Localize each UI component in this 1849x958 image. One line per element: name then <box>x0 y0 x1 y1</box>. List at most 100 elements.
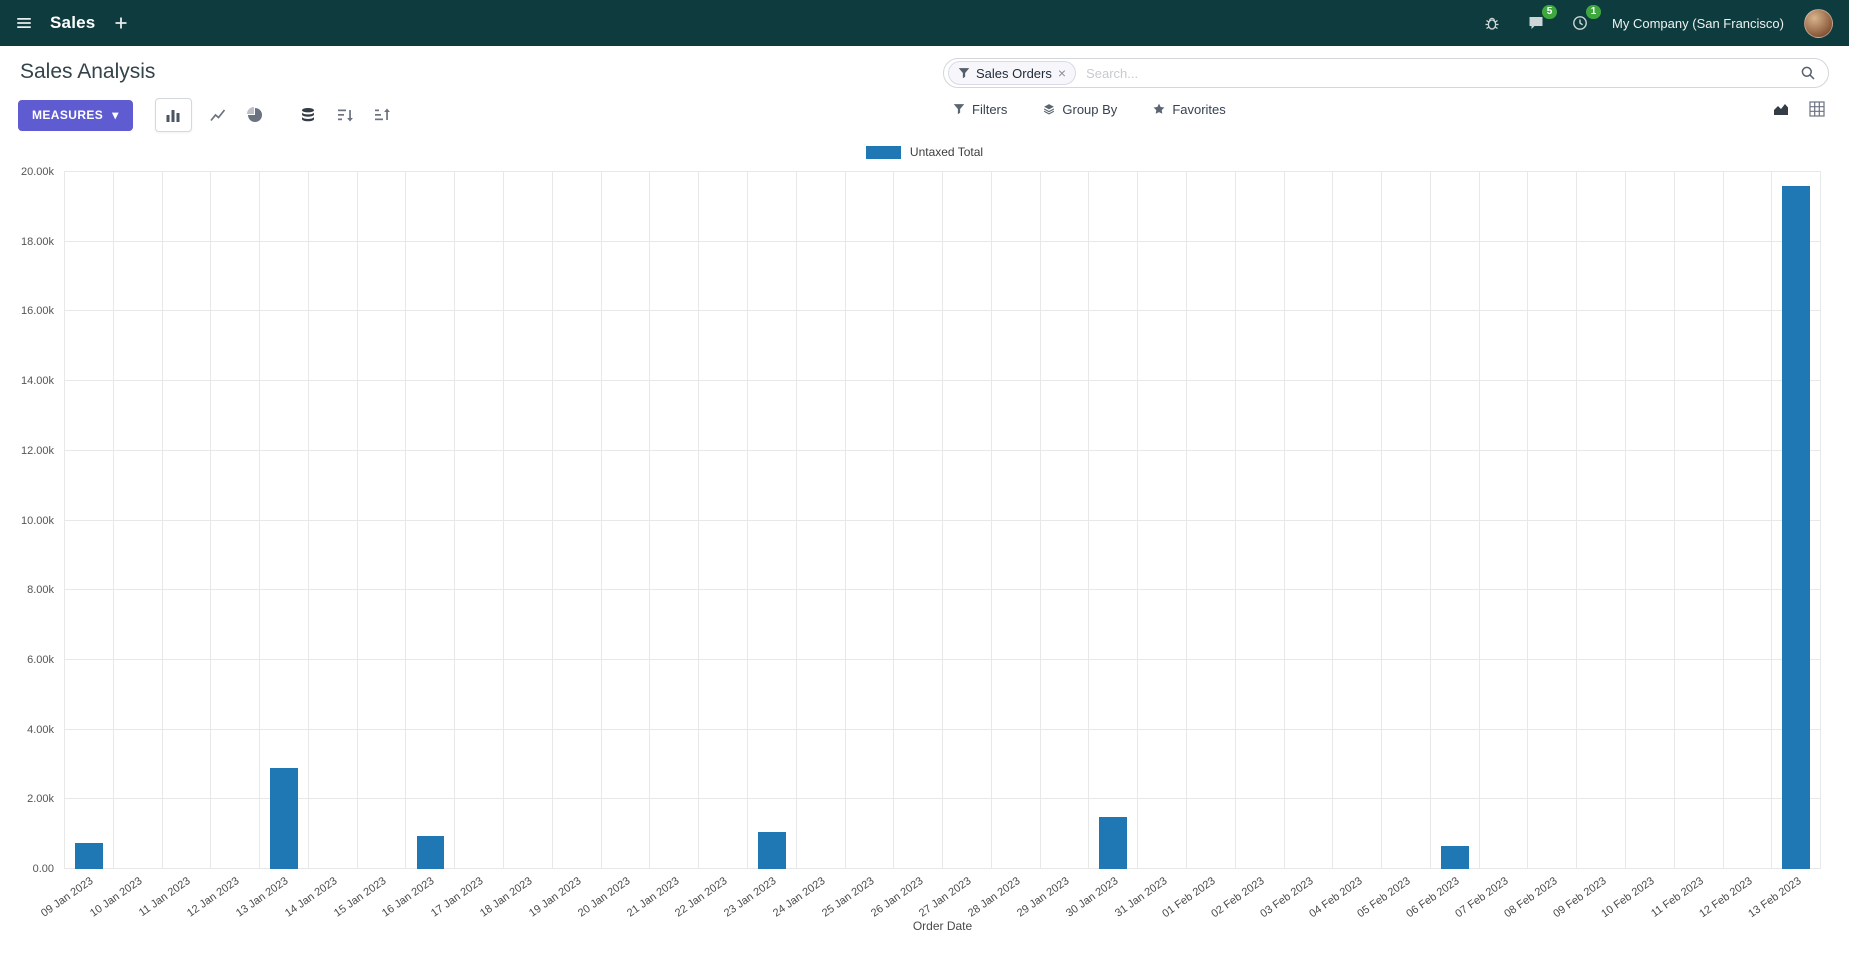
pivot-table-icon <box>1809 101 1825 117</box>
chart-column <box>1431 172 1480 869</box>
company-switcher[interactable]: My Company (San Francisco) <box>1612 15 1784 31</box>
activities-clock-icon[interactable]: 1 <box>1568 5 1602 35</box>
chart-column <box>1675 172 1724 869</box>
bar-13-feb-2023[interactable] <box>1782 185 1811 869</box>
x-tick-label: 01 Feb 2023 <box>1160 875 1218 921</box>
y-tick-label: 4.00k <box>27 723 54 736</box>
x-tick-label: 15 Jan 2023 <box>331 875 389 920</box>
y-tick-label: 12.00k <box>20 444 54 457</box>
group-by-label: Group By <box>1062 101 1118 117</box>
chart-legend[interactable]: Untaxed Total <box>0 142 1849 162</box>
page-title: Sales Analysis <box>20 60 156 83</box>
chart-column <box>992 172 1041 869</box>
bar-23-jan-2023[interactable] <box>757 832 786 869</box>
bar-09-jan-2023[interactable] <box>75 842 103 869</box>
chart-column <box>1626 172 1675 869</box>
favorites-button[interactable]: Favorites <box>1153 102 1226 117</box>
plus-icon[interactable] <box>113 15 129 31</box>
chart-column <box>1236 172 1285 869</box>
pie-chart-button[interactable] <box>237 98 274 132</box>
chart-column <box>114 172 163 869</box>
x-tick-label: 05 Feb 2023 <box>1355 875 1414 921</box>
search-icon[interactable] <box>1800 65 1816 81</box>
measures-button[interactable]: Measures ▾ <box>18 99 133 131</box>
group-by-button[interactable]: Group By <box>1043 102 1117 117</box>
chart-column <box>211 172 261 869</box>
apps-menu-icon[interactable] <box>16 15 32 31</box>
view-switcher <box>1773 101 1829 117</box>
chart-column <box>1480 172 1529 869</box>
x-tick-label: 25 Jan 2023 <box>819 875 877 920</box>
stacked-toggle-button[interactable] <box>290 98 327 132</box>
x-tick-label: 14 Jan 2023 <box>282 875 340 920</box>
x-tick-label: 07 Feb 2023 <box>1453 875 1511 921</box>
x-tick-label: 11 Jan 2023 <box>137 875 193 920</box>
chart-column <box>699 172 748 869</box>
x-tick-label: 27 Jan 2023 <box>917 875 974 920</box>
pivot-view-button[interactable] <box>1809 101 1825 117</box>
chart-column <box>455 172 505 869</box>
chart-column <box>358 172 407 869</box>
x-tick-label: 12 Feb 2023 <box>1697 875 1755 921</box>
filters-button[interactable]: Filters <box>953 102 1007 117</box>
sort-ascending-button[interactable] <box>364 98 401 132</box>
y-tick-label: 8.00k <box>27 584 54 597</box>
x-tick-label: 13 Jan 2023 <box>234 875 291 920</box>
sort-descending-button[interactable] <box>327 98 364 132</box>
y-tick-label: 20.00k <box>20 166 54 178</box>
layers-icon <box>1044 104 1055 115</box>
x-tick-label: 23 Jan 2023 <box>722 875 779 920</box>
chart-column <box>1724 172 1773 869</box>
x-tick-label: 29 Jan 2023 <box>1014 875 1072 920</box>
x-tick-label: 10 Feb 2023 <box>1599 875 1658 921</box>
y-axis: 0.00 2.00k 4.00k 6.00k 8.00k 10.00k 12.00k 14.0… <box>0 166 64 875</box>
debug-bug-icon[interactable] <box>1480 11 1504 35</box>
bar-06-feb-2023[interactable] <box>1440 846 1469 869</box>
chart-column <box>1089 172 1139 869</box>
search-bar[interactable]: Sales Orders × <box>943 58 1829 88</box>
chart-column <box>846 172 895 869</box>
x-tick-label: 02 Feb 2023 <box>1209 875 1267 921</box>
legend-swatch <box>865 145 901 159</box>
search-facet[interactable]: Sales Orders × <box>948 61 1077 85</box>
messages-badge: 5 <box>1542 5 1558 19</box>
bar-16-jan-2023[interactable] <box>416 835 445 869</box>
app-name[interactable]: Sales <box>50 13 96 32</box>
user-avatar[interactable] <box>1804 8 1833 38</box>
chart-column <box>504 172 553 869</box>
chart-column <box>1577 172 1626 869</box>
bar-13-jan-2023[interactable] <box>270 767 298 869</box>
line-chart-button[interactable] <box>200 98 237 132</box>
x-tick-label: 24 Jan 2023 <box>770 875 828 920</box>
chart-column <box>65 172 114 869</box>
star-icon <box>1153 103 1165 114</box>
bar-30-jan-2023[interactable] <box>1099 816 1128 869</box>
filter-funnel-icon <box>958 68 970 79</box>
y-tick-label: 16.00k <box>20 305 54 318</box>
x-tick-label: 10 Jan 2023 <box>87 875 145 920</box>
chart-column <box>406 172 456 869</box>
y-tick-label: 0.00 <box>32 863 54 875</box>
filters-label: Filters <box>972 101 1008 117</box>
x-tick-label: 06 Feb 2023 <box>1404 875 1462 921</box>
x-tick-label: 21 Jan 2023 <box>624 875 681 920</box>
chart-column <box>1285 172 1334 869</box>
graph-view: Untaxed Total 0.00 2.00k 4.00k 6.00k 8.00k 10… <box>0 142 1849 933</box>
control-panel: Sales Analysis Measures ▾ <box>0 46 1849 136</box>
facet-remove-icon[interactable]: × <box>1057 65 1067 81</box>
x-tick-label: 12 Jan 2023 <box>185 875 242 920</box>
messages-icon[interactable]: 5 <box>1524 5 1558 35</box>
chart-column <box>163 172 212 869</box>
x-tick-label: 09 Jan 2023 <box>38 875 96 920</box>
y-tick-label: 10.00k <box>20 514 54 527</box>
area-chart-icon <box>1774 104 1788 115</box>
gridline <box>64 171 1821 172</box>
legend-label: Untaxed Total <box>909 145 984 159</box>
x-tick-label: 30 Jan 2023 <box>1063 875 1121 920</box>
filter-funnel-icon <box>953 104 965 115</box>
bar-chart-button[interactable] <box>154 98 192 132</box>
plot-area <box>64 171 1822 869</box>
y-tick-label: 14.00k <box>20 375 54 388</box>
search-input[interactable] <box>1086 65 1790 81</box>
graph-view-button[interactable] <box>1773 101 1789 117</box>
